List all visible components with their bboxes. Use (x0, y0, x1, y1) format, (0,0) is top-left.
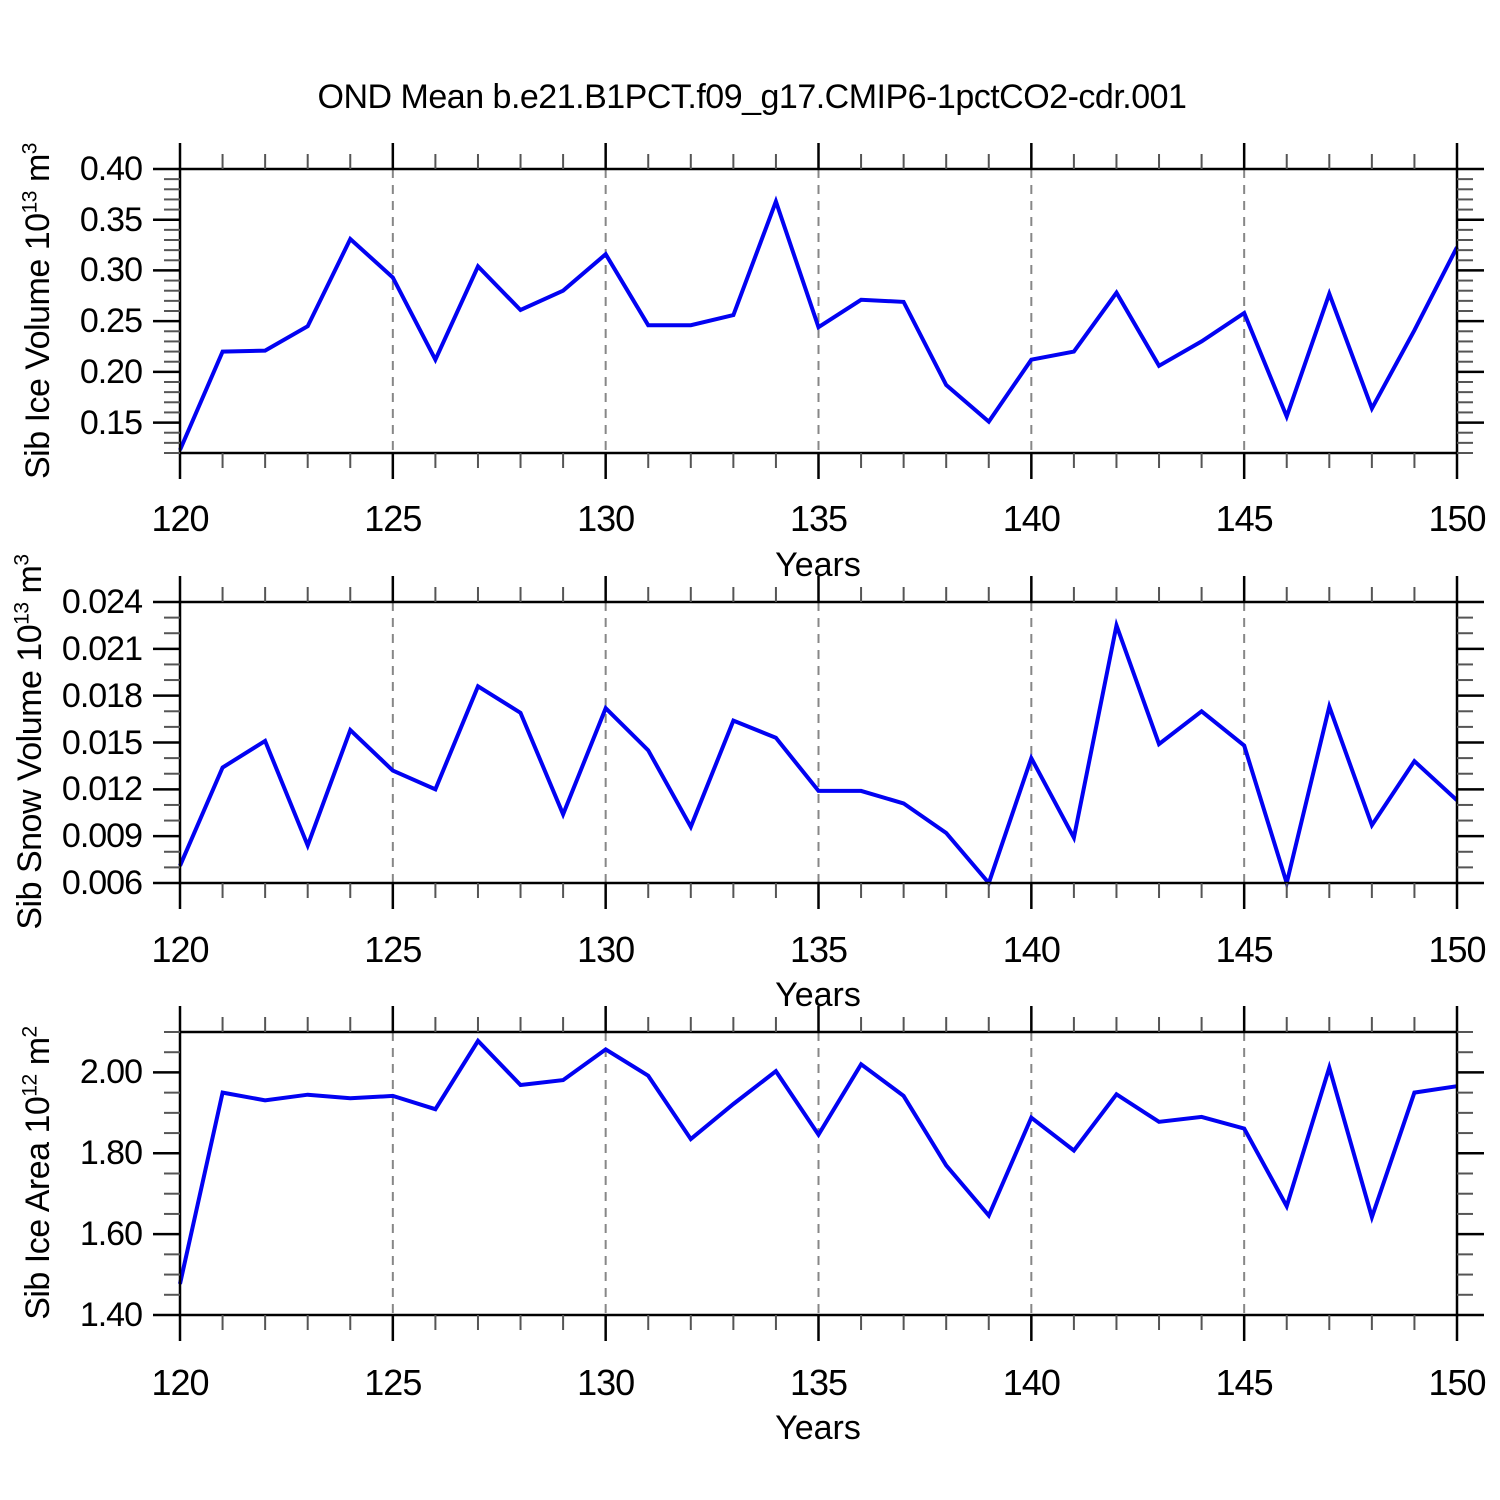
sib-snow-volume-line (178, 617, 1459, 891)
x-tick-label-125: 125 (364, 498, 422, 539)
y-tick-label-0.25: 0.25 (79, 302, 143, 341)
x-tick-label-120: 120 (151, 929, 209, 970)
x-tick-label-150: 150 (1428, 498, 1486, 539)
y-tick-label-1.60: 1.60 (79, 1215, 143, 1254)
x-tick-label-120: 120 (151, 498, 209, 539)
x-tick-label-140: 140 (1002, 929, 1061, 970)
y-tick-label-2.00: 2.00 (79, 1053, 143, 1092)
x-axis-title-panel1: Years (775, 546, 861, 584)
y-tick-label-0.015: 0.015 (61, 723, 143, 762)
y-tick-label-0.018: 0.018 (61, 676, 143, 715)
x-tick-label-125: 125 (364, 929, 422, 970)
y-tick-label-0.15: 0.15 (79, 403, 143, 442)
y-axis-title-text: Sib Ice Area 10 (19, 1096, 57, 1320)
x-tick-label-135: 135 (789, 929, 848, 970)
x-tick-label-145: 145 (1215, 1362, 1274, 1403)
x-tick-label-150: 150 (1428, 1362, 1486, 1403)
sib-ice-volume-line (178, 195, 1459, 451)
x-axis-title-panel2: Years (775, 976, 861, 1014)
x-tick-label-135: 135 (789, 498, 848, 539)
figure-title: OND Mean b.e21.B1PCT.f09_g17.CMIP6-1pctC… (317, 78, 1187, 116)
y-tick-label-0.024: 0.024 (61, 583, 143, 621)
x-tick-label-125: 125 (364, 1362, 422, 1403)
y-tick-label-1.80: 1.80 (79, 1134, 143, 1173)
y-tick-label-0.012: 0.012 (61, 770, 143, 809)
x-tick-label-145: 145 (1215, 929, 1274, 970)
x-tick-label-140: 140 (1002, 1362, 1061, 1403)
unit-exponent: 2 (18, 1026, 42, 1038)
y-tick-label-1.40: 1.40 (79, 1296, 143, 1334)
sib-ice-area-line (178, 1037, 1458, 1285)
unit-exponent: 3 (10, 554, 34, 566)
y-tick-label-0.021: 0.021 (61, 629, 143, 668)
x-tick-label-135: 135 (789, 1362, 848, 1403)
sib-snow-volume-frame (178, 600, 1459, 885)
x-tick-label-120: 120 (151, 1362, 209, 1403)
y-tick-label-0.006: 0.006 (61, 864, 143, 902)
x-tick-label-140: 140 (1002, 498, 1061, 539)
y-tick-label-0.40: 0.40 (79, 150, 143, 188)
x-tick-label-145: 145 (1215, 498, 1274, 539)
x-tick-label-130: 130 (577, 1362, 635, 1403)
y-tick-label-0.30: 0.30 (79, 251, 143, 290)
x-tick-label-130: 130 (577, 498, 635, 539)
x-tick-label-150: 150 (1428, 929, 1486, 970)
x-tick-label-130: 130 (577, 929, 635, 970)
x-axis-title-panel3: Years (775, 1409, 861, 1447)
y-tick-label-0.35: 0.35 (79, 200, 143, 239)
y-tick-label-0.009: 0.009 (61, 817, 143, 856)
y-tick-label-0.20: 0.20 (79, 352, 143, 391)
